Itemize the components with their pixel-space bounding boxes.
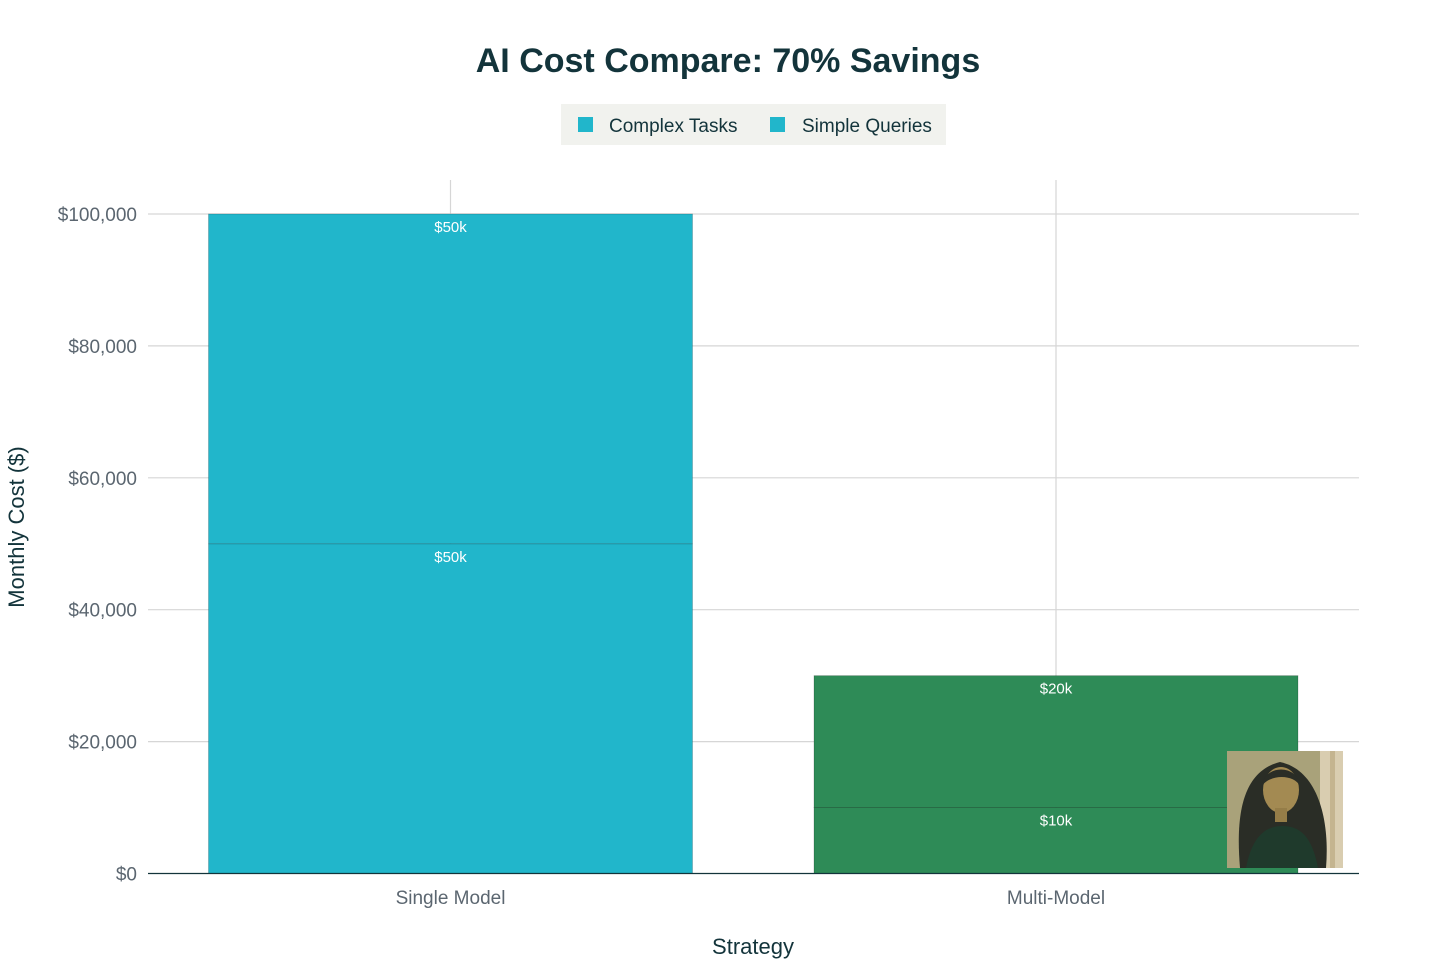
y-tick-label: $20,000: [68, 733, 137, 754]
y-tick-label: $80,000: [68, 337, 137, 358]
bars: [208, 213, 1299, 874]
y-tick-label: $100,000: [58, 205, 137, 226]
y-axis-title: Monthly Cost ($): [4, 446, 29, 607]
bar-segment: [208, 213, 693, 545]
portrait-thumbnail-icon: [1227, 751, 1343, 868]
data-labels: $50k $50k $10k $20k: [434, 219, 1073, 830]
bar-value-label: $10k: [1040, 813, 1073, 830]
y-tick-label: $60,000: [68, 469, 137, 490]
x-tick-label: Single Model: [396, 888, 506, 909]
x-axis-ticks: Single Model Multi-Model: [396, 888, 1106, 909]
chart-title: AI Cost Compare: 70% Savings: [476, 42, 980, 80]
x-tick-label: Multi-Model: [1007, 888, 1105, 909]
legend-swatch-simple-queries: [770, 117, 785, 132]
legend-swatch-complex-tasks: [578, 117, 593, 132]
x-axis-title: Strategy: [712, 934, 794, 959]
y-tick-label: $0: [116, 865, 137, 886]
bar-value-label: $50k: [434, 219, 467, 236]
legend-label-complex-tasks: Complex Tasks: [609, 116, 737, 137]
y-axis-ticks: $0 $20,000 $40,000 $60,000 $80,000 $100,000: [58, 205, 137, 886]
bar-value-label: $20k: [1040, 681, 1073, 698]
legend-background: [561, 104, 946, 145]
bar-segment: [208, 543, 693, 874]
y-tick-label: $40,000: [68, 601, 137, 622]
legend-label-simple-queries: Simple Queries: [802, 116, 932, 137]
bar-value-label: $50k: [434, 549, 467, 566]
bar-segment: [813, 675, 1299, 808]
legend: Complex Tasks Simple Queries: [561, 104, 946, 145]
